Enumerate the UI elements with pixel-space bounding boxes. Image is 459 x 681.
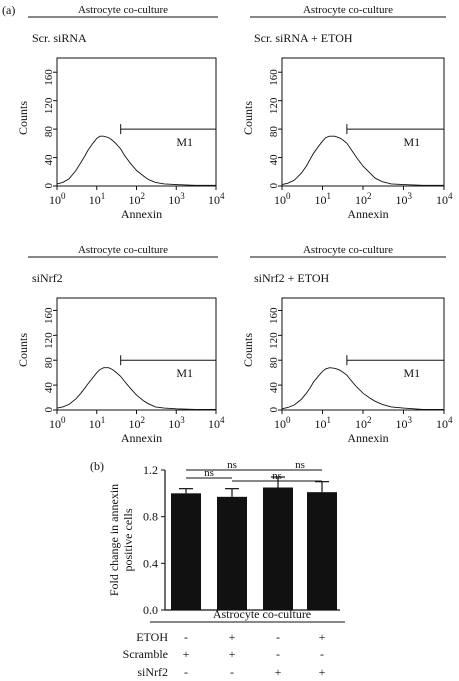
condition-value: + bbox=[229, 630, 236, 644]
y-tick-label: 0 bbox=[43, 183, 55, 189]
histogram-header: Astrocyte co-culture bbox=[78, 244, 168, 256]
y-tick-label: 160 bbox=[43, 69, 55, 86]
bar-y-axis-label: Fold change in annexin bbox=[107, 484, 121, 596]
condition-value: - bbox=[320, 647, 324, 661]
condition-label: Scramble bbox=[123, 647, 168, 661]
significance-label: ns bbox=[272, 470, 282, 482]
x-tick-label: 101 bbox=[315, 191, 332, 207]
x-tick-label: 101 bbox=[89, 415, 106, 431]
condition-value: + bbox=[229, 647, 236, 661]
histogram-curve bbox=[281, 135, 444, 186]
panel-b-label: (b) bbox=[90, 459, 104, 473]
x-tick-label: 103 bbox=[396, 415, 413, 431]
bar-y-axis-label-line2: positive cells bbox=[121, 508, 135, 571]
y-tick-label: 0 bbox=[268, 183, 280, 189]
group-label: Astrocyte co-culture bbox=[213, 607, 311, 621]
bar bbox=[217, 496, 247, 610]
y-tick-label: 80 bbox=[43, 357, 55, 369]
histogram-title: siNrf2 + ETOH bbox=[254, 271, 330, 285]
y-tick-label: 0 bbox=[43, 407, 55, 413]
histogram-curve bbox=[281, 367, 444, 410]
gate-label: M1 bbox=[176, 135, 193, 149]
x-axis-label: Annexin bbox=[347, 431, 388, 445]
y-tick-label: 120 bbox=[268, 332, 280, 349]
x-tick-label: 102 bbox=[355, 191, 372, 207]
histogram-title: Scr. siRNA bbox=[32, 31, 87, 45]
x-axis-label: Annexin bbox=[347, 207, 388, 221]
y-tick-label: 120 bbox=[43, 332, 55, 349]
histogram-header: Astrocyte co-culture bbox=[303, 244, 393, 256]
condition-value: - bbox=[276, 647, 280, 661]
histogram-frame bbox=[56, 57, 217, 187]
y-tick-label: 160 bbox=[268, 307, 280, 324]
condition-value: - bbox=[230, 665, 234, 679]
x-tick-label: 100 bbox=[274, 191, 291, 207]
x-tick-label: 103 bbox=[396, 191, 413, 207]
y-tick-label: 160 bbox=[43, 307, 55, 324]
condition-label: siNrf2 bbox=[137, 665, 168, 679]
x-tick-label: 100 bbox=[49, 191, 66, 207]
condition-value: - bbox=[276, 630, 280, 644]
x-tick-label: 101 bbox=[89, 191, 106, 207]
significance-label: ns bbox=[227, 459, 237, 471]
x-tick-label: 100 bbox=[274, 415, 291, 431]
x-tick-label: 104 bbox=[208, 415, 225, 431]
y-tick-label: 0 bbox=[268, 407, 280, 413]
x-axis-label: Annexin bbox=[121, 431, 162, 445]
y-tick-label: 160 bbox=[268, 69, 280, 86]
significance-label: ns bbox=[204, 467, 214, 479]
x-tick-label: 103 bbox=[168, 191, 185, 207]
condition-label: ETOH bbox=[136, 630, 168, 644]
y-tick-label: 40 bbox=[268, 154, 280, 166]
gate-label: M1 bbox=[403, 135, 420, 149]
x-tick-label: 104 bbox=[436, 191, 453, 207]
histogram-curve bbox=[56, 367, 216, 410]
gate-label: M1 bbox=[176, 366, 193, 380]
histogram-curve bbox=[56, 135, 216, 186]
condition-value: + bbox=[319, 630, 326, 644]
y-tick-label: 40 bbox=[43, 154, 55, 166]
condition-value: + bbox=[319, 665, 326, 679]
x-tick-label: 104 bbox=[208, 191, 225, 207]
histogram-title: Scr. siRNA + ETOH bbox=[254, 31, 353, 45]
x-tick-label: 102 bbox=[129, 191, 146, 207]
histogram-title: siNrf2 bbox=[32, 271, 63, 285]
panel-a-label: (a) bbox=[2, 3, 15, 17]
bar bbox=[263, 487, 293, 610]
x-tick-label: 102 bbox=[355, 415, 372, 431]
y-tick-label: 80 bbox=[43, 126, 55, 138]
charts-layer: Astrocyte co-culture Scr. siRNA 0 40 80 120 16… bbox=[16, 4, 453, 679]
y-tick-label: 120 bbox=[268, 97, 280, 114]
bar-y-tick-label: 0.4 bbox=[143, 556, 158, 570]
significance-label: ns bbox=[295, 459, 305, 471]
y-axis-label: Counts bbox=[16, 101, 30, 135]
histogram-header: Astrocyte co-culture bbox=[78, 4, 168, 16]
condition-value: + bbox=[275, 665, 282, 679]
y-tick-label: 80 bbox=[268, 126, 280, 138]
condition-value: - bbox=[184, 630, 188, 644]
y-tick-label: 120 bbox=[43, 97, 55, 114]
y-tick-label: 40 bbox=[43, 382, 55, 394]
condition-value: - bbox=[184, 665, 188, 679]
x-tick-label: 104 bbox=[436, 415, 453, 431]
bar-y-tick-label: 0.0 bbox=[143, 603, 158, 617]
bar-y-tick-label: 1.2 bbox=[143, 463, 158, 477]
bar bbox=[307, 492, 337, 610]
y-tick-label: 80 bbox=[268, 357, 280, 369]
y-axis-label: Counts bbox=[16, 333, 30, 367]
x-tick-label: 103 bbox=[168, 415, 185, 431]
y-axis-label: Counts bbox=[241, 333, 255, 367]
histogram-header: Astrocyte co-culture bbox=[303, 4, 393, 16]
y-axis-label: Counts bbox=[241, 101, 255, 135]
y-tick-label: 40 bbox=[268, 382, 280, 394]
bar-y-tick-label: 0.8 bbox=[143, 510, 158, 524]
bar bbox=[171, 493, 201, 610]
x-tick-label: 102 bbox=[129, 415, 146, 431]
condition-value: + bbox=[183, 647, 190, 661]
x-tick-label: 101 bbox=[315, 415, 332, 431]
x-tick-label: 100 bbox=[49, 415, 66, 431]
gate-label: M1 bbox=[403, 366, 420, 380]
x-axis-label: Annexin bbox=[121, 207, 162, 221]
